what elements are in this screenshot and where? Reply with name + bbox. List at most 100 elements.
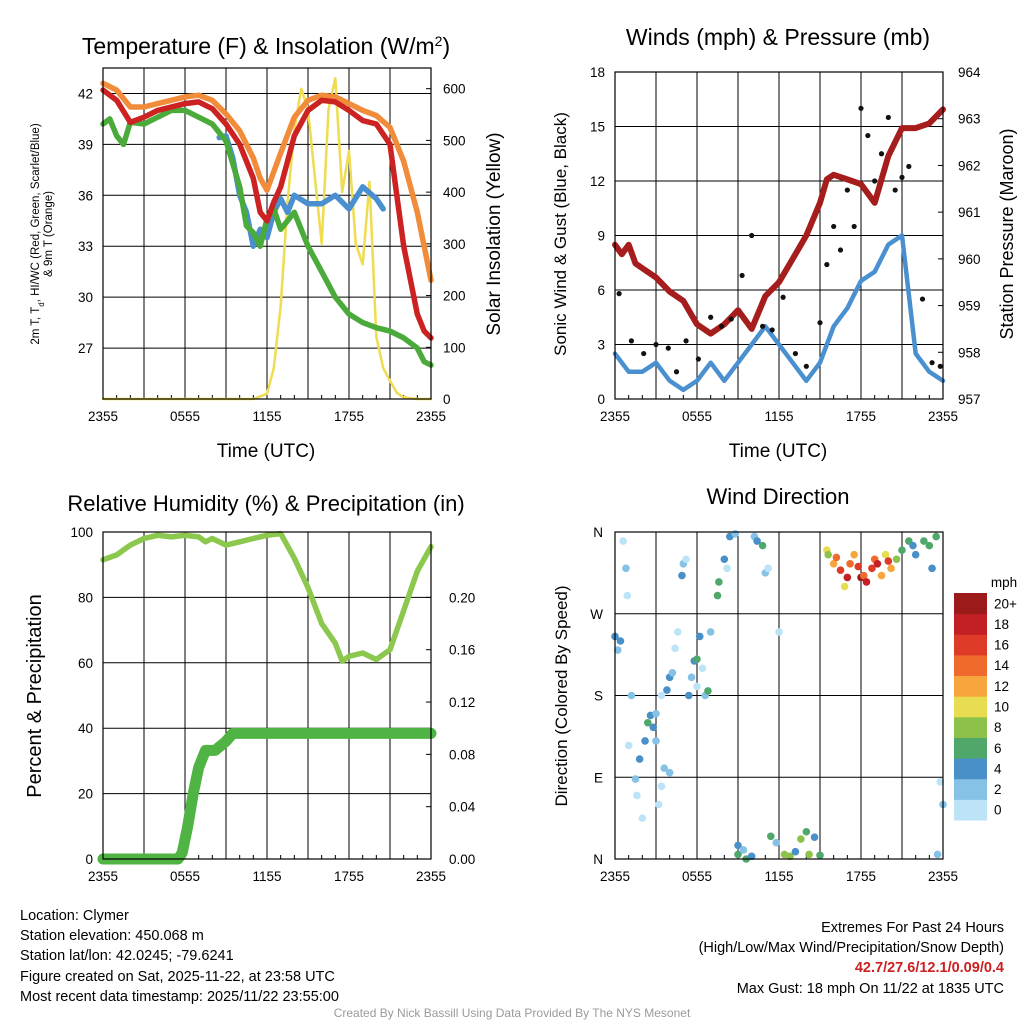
direction-point [829, 559, 838, 568]
direction-point [671, 644, 679, 653]
colorbar-label: 20+ [994, 596, 1017, 611]
gust-point [641, 350, 647, 357]
direction-point [698, 664, 707, 673]
x-tick-label: 1155 [252, 409, 281, 424]
x-tick-label: 1155 [764, 409, 793, 424]
y-tick-label: 40 [78, 721, 93, 736]
winds-xlabel: Time (UTC) [729, 441, 828, 462]
colorbar-swatch [954, 758, 987, 780]
gust-point [858, 105, 864, 111]
direction-point [797, 835, 805, 843]
direction-point [652, 737, 660, 745]
created-text: Figure created on Sat, 2025-11-22, at 23… [20, 968, 335, 985]
direction-point [693, 655, 701, 663]
y-tick-label: 18 [590, 65, 605, 80]
y-tick-label: N [593, 852, 603, 867]
direction-point [877, 571, 886, 580]
gust-point [837, 247, 844, 253]
direction-point [884, 557, 893, 565]
series-line [101, 77, 433, 401]
temperature-panel: Temperature (F) & Insolation (W/m2) 2355… [30, 33, 505, 462]
gust-point [760, 323, 766, 329]
series-line [100, 87, 434, 341]
direction-point [747, 852, 756, 861]
gust-point [817, 320, 823, 326]
x-tick-label: 2355 [88, 409, 118, 424]
extremes-info: Extremes For Past 24 Hours (High/Low/Max… [699, 918, 1004, 999]
direction-point [764, 564, 772, 573]
y2-tick-label: 0.12 [449, 695, 475, 710]
y-tick-label: 3 [597, 338, 605, 353]
direction-point [720, 555, 729, 564]
y-tick-label: 12 [590, 174, 605, 189]
y2-tick-label: 957 [958, 392, 981, 407]
direction-point [810, 833, 819, 841]
y2-tick-label: 0.00 [449, 852, 475, 867]
direction-point [649, 723, 658, 732]
direction-point [657, 782, 666, 791]
direction-point [887, 564, 895, 573]
y2-tick-label: 960 [958, 252, 981, 267]
gust-point [851, 223, 857, 230]
x-tick-label: 1155 [764, 869, 793, 884]
direction-point [654, 800, 663, 809]
extremes-heading: Extremes For Past 24 Hours [821, 920, 1004, 936]
direction-point [859, 571, 868, 580]
gridlines [102, 531, 432, 860]
humidity-ylabel-left: Percent & Precipitation [24, 594, 46, 797]
y-tick-label: 36 [78, 188, 93, 203]
direction-point [687, 673, 696, 682]
y-tick-label: 80 [78, 590, 93, 605]
winds-ylabel-right: Station Pressure (Maroon) [997, 128, 1017, 339]
colorbar-swatch [954, 696, 987, 718]
y-tick-label: N [593, 525, 603, 540]
colorbar-label: 6 [994, 741, 1002, 756]
direction-point [816, 851, 824, 860]
y2-tick-label: 0.08 [449, 747, 475, 762]
gust-point [728, 316, 734, 322]
elevation-text: Station elevation: 450.068 m [20, 928, 204, 945]
y2-tick-label: 962 [958, 158, 981, 173]
direction-point [693, 682, 701, 691]
temperature-ylabel-right: Solar Insolation (Yellow) [484, 132, 505, 335]
colorbar-swatch [954, 675, 987, 697]
gust-point [628, 338, 635, 344]
plot-frame [102, 67, 432, 400]
direction-point [767, 832, 775, 841]
direction-point [613, 646, 622, 654]
gust-point [929, 360, 935, 366]
y-tick-label: 30 [78, 290, 93, 305]
y2-tick-label: 400 [443, 185, 466, 200]
y-tick-label: 42 [78, 86, 93, 101]
gust-point [872, 178, 878, 184]
direction-point [850, 550, 858, 559]
gridlines [614, 71, 944, 400]
gust-point [780, 294, 786, 300]
direction-point [704, 687, 712, 695]
direction-panel: Wind Direction 2355 0555 1155 1755 2355 N E S W N… [552, 484, 1017, 884]
extremes-values: 42.7/27.6/12.1/0.09/0.4 [854, 960, 1004, 977]
gust-point [892, 187, 898, 193]
y2-tick-label: 0.20 [449, 590, 475, 605]
speed-colorbar: mph 0 2 4 6 8 10 12 14 16 18 20+ [954, 575, 1017, 821]
y-tick-label: 0 [597, 392, 605, 407]
y-tick-label: 0 [85, 852, 93, 867]
direction-point [920, 537, 928, 545]
direction-point [695, 632, 704, 641]
direction-point [678, 571, 686, 580]
direction-point [644, 718, 652, 727]
gust-point [803, 363, 809, 369]
gust-point [695, 356, 701, 362]
direction-point [824, 550, 832, 559]
colorbar-label: 4 [994, 761, 1002, 776]
colorbar-swatch [954, 593, 987, 615]
temperature-title: Temperature (F) & Insolation (W/m2) [82, 33, 450, 59]
extremes-subheading: (High/Low/Max Wind/Precipitation/Snow De… [698, 940, 1004, 957]
y2-tick-label: 961 [958, 205, 981, 220]
direction-point [633, 791, 641, 800]
winds-ylabel-left: Sonic Wind & Gust (Blue, Black) [551, 112, 570, 356]
direction-point [775, 628, 783, 636]
direction-point [881, 550, 890, 559]
temperature-ylabel-line2: & 9m T (Orange) [43, 191, 55, 277]
